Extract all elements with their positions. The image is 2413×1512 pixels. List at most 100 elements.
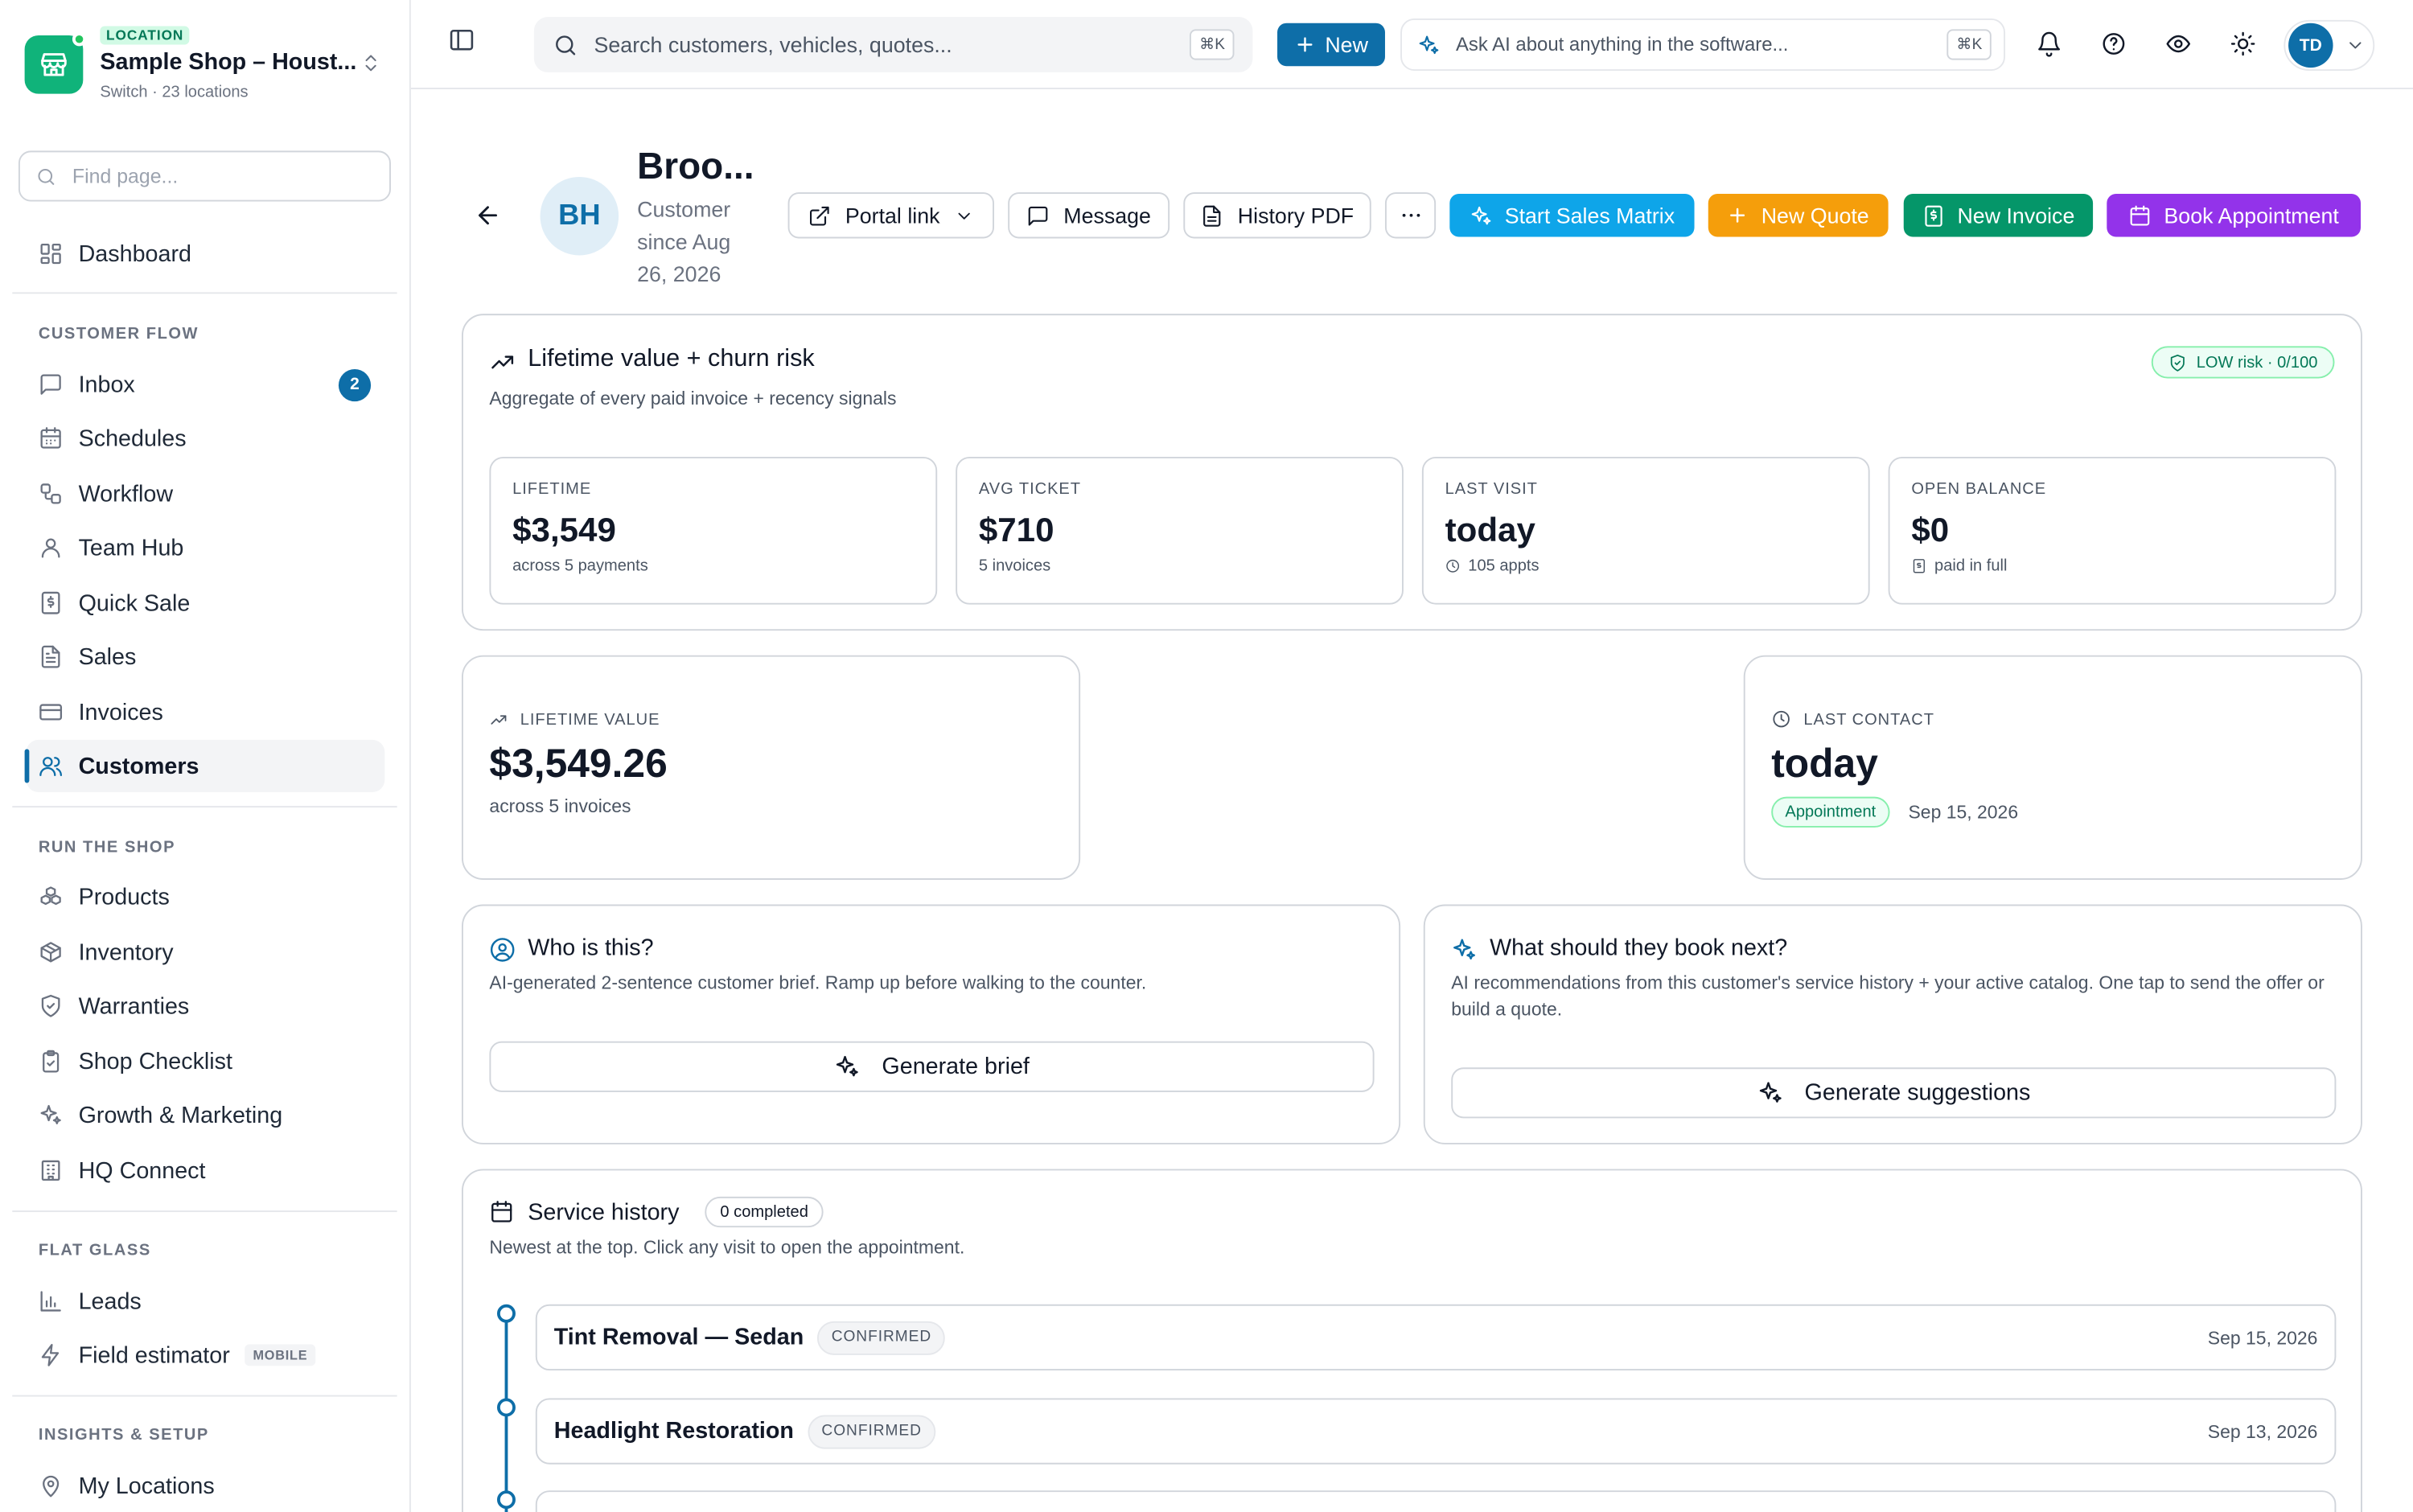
global-search[interactable]: ⌘K [533, 17, 1253, 72]
find-page-input[interactable] [72, 164, 350, 188]
generate-brief-button[interactable]: Generate brief [489, 1041, 1375, 1092]
visit-status-badge: CONFIRMED [817, 1320, 946, 1354]
stat-last-visit: LAST VISIT today 105 appts [1421, 457, 1870, 605]
new-quote-button[interactable]: New Quote [1708, 193, 1889, 237]
sidebar-item-hq-connect[interactable]: HQ Connect [27, 1144, 385, 1197]
divider [12, 806, 397, 808]
back-arrow-icon[interactable] [474, 202, 501, 229]
sidebar-item-label: Growth & Marketing [78, 1102, 283, 1128]
sparkles-icon [40, 1104, 61, 1124]
shield-check-icon [41, 994, 60, 1017]
sidebar-item-inbox[interactable]: Inbox 2 [27, 359, 385, 411]
stat-note: 105 appts [1468, 557, 1539, 576]
sidebar-item-my-locations[interactable]: My Locations [27, 1460, 385, 1512]
external-link-icon [810, 205, 830, 225]
location-switcher[interactable]: LOCATION Sample Shop – Houst... Switch ·… [24, 23, 394, 103]
sidebar-item-growth-marketing[interactable]: Growth & Marketing [27, 1089, 385, 1141]
sidebar-item-quick-sale[interactable]: Quick Sale [27, 577, 385, 629]
message-square-icon [40, 374, 61, 395]
sidebar-item-schedules[interactable]: Schedules [27, 413, 385, 465]
sidebar-item-label: Shop Checklist [78, 1048, 233, 1074]
sidebar-item-label: Products [78, 883, 170, 910]
sidebar-item-workflow[interactable]: Workflow [27, 467, 385, 520]
user-menu[interactable]: TD [2284, 19, 2375, 71]
sidebar-item-field-estimator[interactable]: Field estimator MOBILE [27, 1329, 385, 1381]
package-icon [40, 942, 61, 963]
shield-check-icon [2171, 353, 2185, 371]
sidebar-item-team-hub[interactable]: Team Hub [27, 521, 385, 573]
lifetime-value-note: across 5 invoices [489, 795, 631, 817]
stat-label: LIFETIME [512, 479, 592, 499]
sidebar-item-products[interactable]: Products [27, 870, 385, 922]
stat-lifetime: LIFETIME $3,549 across 5 payments [489, 457, 938, 605]
users-icon [39, 757, 63, 777]
sidebar-item-label: Sales [78, 643, 137, 670]
sidebar-item-dashboard[interactable]: Dashboard [27, 228, 385, 280]
section-customer-flow: CUSTOMER FLOW [38, 324, 199, 343]
new-button[interactable]: New [1277, 23, 1385, 67]
book-appointment-button[interactable]: Book Appointment [2107, 193, 2362, 237]
visit-date: Sep 13, 2026 [2207, 1420, 2318, 1442]
message-label: Message [1063, 203, 1151, 228]
sidebar-item-inventory[interactable]: Inventory [27, 926, 385, 978]
sidebar-item-label: Workflow [78, 480, 174, 507]
start-sales-matrix-label: Start Sales Matrix [1504, 203, 1675, 228]
user-icon [41, 538, 60, 558]
find-page-field[interactable] [18, 150, 391, 202]
message-button[interactable]: Message [1008, 192, 1170, 239]
stat-note: 5 invoices [978, 557, 1051, 576]
avatar: TD [2288, 23, 2333, 68]
book-next-card: What should they book next? AI recommend… [1423, 904, 2362, 1144]
ai-shortcut: ⌘K [1946, 29, 1992, 60]
sidebar-item-label: Field estimator [78, 1341, 230, 1369]
more-actions-button[interactable] [1384, 192, 1437, 239]
last-contact-date: Sep 15, 2026 [1908, 801, 2019, 824]
sidebar-item-label: My Locations [78, 1473, 215, 1499]
timeline-dot [496, 1490, 516, 1510]
file-text-icon [1203, 204, 1221, 226]
zap-icon [41, 1344, 60, 1366]
sidebar-item-label: Inventory [78, 939, 174, 966]
customer-since: Customer since Aug 26, 2026 [637, 196, 731, 286]
bell-icon[interactable] [2036, 31, 2062, 57]
sparkles-icon [1759, 1082, 1781, 1103]
building-icon [41, 1160, 60, 1181]
churn-risk-badge: LOW risk · 0/100 [2152, 346, 2335, 379]
help-icon[interactable] [2101, 31, 2127, 57]
sun-icon[interactable] [2230, 31, 2256, 57]
sidebar-item-label: Customers [78, 753, 199, 779]
chevron-up-down-icon [360, 52, 382, 74]
generate-suggestions-button[interactable]: Generate suggestions [1451, 1067, 2337, 1119]
dashboard-icon [40, 243, 61, 265]
start-sales-matrix-button[interactable]: Start Sales Matrix [1449, 193, 1695, 237]
stat-note: paid in full [1934, 557, 2008, 576]
visit-row[interactable]: Tint Removal — Sedan CONFIRMED Sep 15, 2… [535, 1304, 2337, 1371]
card-title: Service history [528, 1199, 680, 1226]
visit-status-badge: CONFIRMED [808, 1414, 936, 1448]
visit-row[interactable] [535, 1490, 2337, 1512]
generate-suggestions-label: Generate suggestions [1804, 1079, 2031, 1107]
new-invoice-button[interactable]: New Invoice [1903, 193, 2094, 237]
sidebar-item-leads[interactable]: Leads [27, 1275, 385, 1327]
visit-row[interactable]: Headlight Restoration CONFIRMED Sep 13, … [535, 1398, 2337, 1465]
online-status-dot [72, 32, 87, 47]
completed-count-badge: 0 completed [705, 1196, 824, 1228]
workflow-icon [40, 483, 61, 504]
sidebar-item-warranties[interactable]: Warranties [27, 980, 385, 1032]
sidebar-item-invoices[interactable]: Invoices [27, 686, 385, 738]
eye-icon[interactable] [2165, 31, 2192, 57]
sidebar-item-customers[interactable]: Customers [24, 739, 385, 792]
search-icon [38, 168, 55, 184]
portal-link-button[interactable]: Portal link [787, 192, 994, 239]
history-pdf-button[interactable]: History PDF [1183, 192, 1371, 239]
ai-assistant-input[interactable]: Ask AI about anything in the software...… [1400, 18, 2006, 71]
sidebar-item-shop-checklist[interactable]: Shop Checklist [27, 1035, 385, 1087]
generate-brief-label: Generate brief [882, 1054, 1030, 1080]
receipt-dollar-icon [41, 591, 60, 614]
mobile-tag: MOBILE [245, 1344, 315, 1366]
divider [12, 292, 397, 294]
toggle-sidebar-icon[interactable] [448, 27, 475, 54]
global-search-input[interactable] [594, 32, 1179, 57]
divider [12, 1395, 397, 1397]
sidebar-item-sales[interactable]: Sales [27, 631, 385, 683]
